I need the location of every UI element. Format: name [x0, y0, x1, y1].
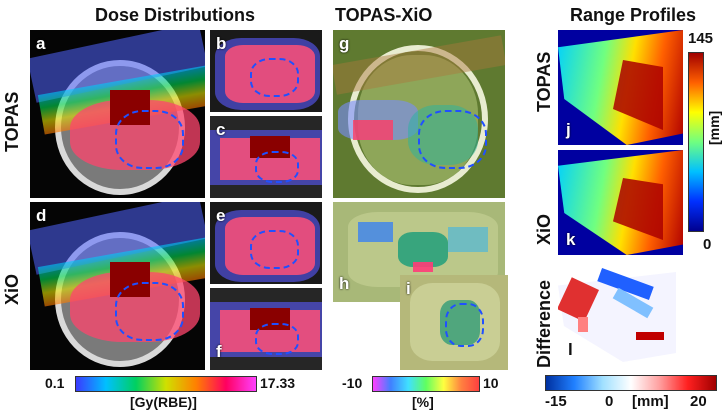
panel-letter-c: c	[216, 120, 226, 139]
panel-h-difference-sagittal: h	[333, 202, 505, 302]
panel-l-range-difference: l	[558, 262, 683, 367]
range-profiles-title: Range Profiles	[570, 5, 697, 25]
dose-colorbar	[75, 376, 257, 392]
panel-letter-e: e	[216, 206, 226, 225]
panel-f-xio-coronal: f	[210, 288, 322, 370]
diff-colorbar-max: 10	[483, 375, 499, 391]
diff-colorbar-unit: [%]	[412, 394, 434, 410]
row-label-xio: XiO	[2, 273, 22, 305]
range-colorbar	[688, 52, 704, 232]
panel-c-topas-coronal: c	[210, 116, 322, 198]
range-diff-colorbar-mid: 0	[605, 393, 614, 410]
panel-letter-b: b	[216, 34, 227, 53]
diff-colorbar-min: -10	[342, 375, 363, 391]
panel-letter-f: f	[216, 342, 222, 361]
panel-letter-h: h	[339, 274, 350, 293]
range-colorbar-max: 145	[688, 30, 714, 47]
panel-b-topas-sagittal: b	[210, 30, 322, 112]
range-row-label-difference: Difference	[534, 279, 554, 368]
range-row-label-topas: TOPAS	[534, 51, 554, 112]
dose-colorbar-unit: [Gy(RBE)]	[130, 394, 197, 410]
range-diff-colorbar-unit: [mm]	[632, 393, 669, 410]
dose-colorbar-max: 17.33	[260, 375, 296, 391]
panel-letter-j: j	[566, 120, 571, 139]
diff-colorbar	[372, 376, 480, 392]
panel-i-difference-coronal: i	[400, 275, 508, 370]
panel-letter-i: i	[406, 279, 411, 298]
range-colorbar-min: 0	[703, 236, 712, 253]
panel-d-xio-axial: d	[30, 202, 205, 370]
panel-g-difference-axial: g	[333, 30, 505, 198]
panel-letter-g: g	[339, 34, 350, 53]
dose-colorbar-min: 0.1	[45, 375, 65, 391]
panel-letter-k: k	[566, 230, 576, 249]
range-diff-colorbar-max: 20	[690, 393, 707, 410]
row-label-topas: TOPAS	[2, 91, 22, 152]
range-row-label-xio: XiO	[534, 213, 554, 245]
range-diff-colorbar-min: -15	[545, 393, 567, 410]
range-diff-colorbar	[545, 375, 717, 391]
panel-k-range-xio: k	[558, 150, 683, 255]
panel-letter-l: l	[568, 340, 573, 359]
topas-xio-title: TOPAS-XiO	[335, 5, 433, 25]
panel-e-xio-sagittal: e	[210, 202, 322, 284]
panel-letter-a: a	[36, 34, 46, 53]
panel-j-range-topas: j	[558, 30, 683, 145]
panel-letter-d: d	[36, 206, 47, 225]
panel-a-topas-axial: a	[30, 30, 205, 198]
range-colorbar-unit: [mm]	[706, 110, 722, 145]
dose-distributions-title: Dose Distributions	[95, 5, 256, 25]
